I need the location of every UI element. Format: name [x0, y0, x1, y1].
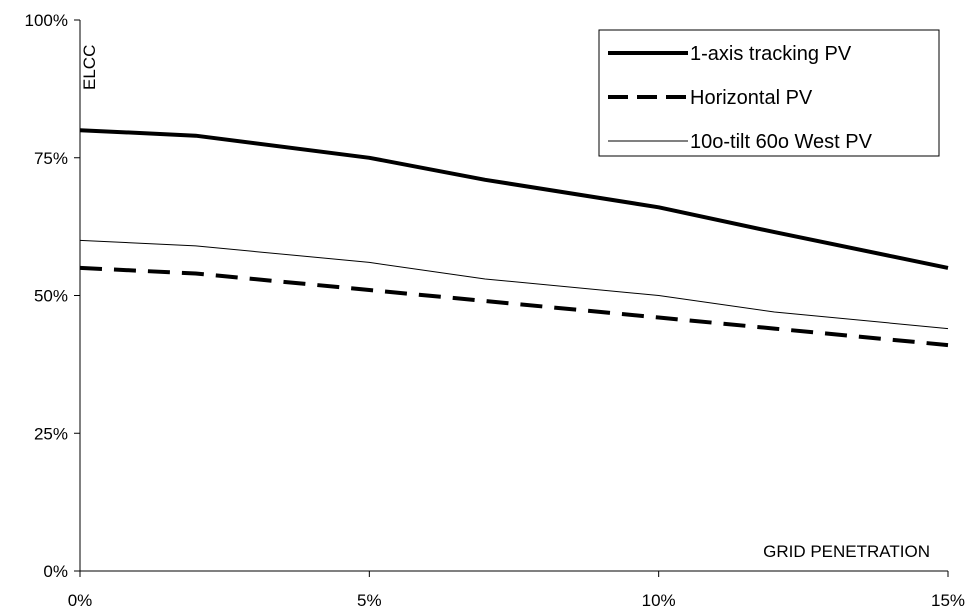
y-axis-ticks: 0% 25% 50% 75% 100% — [25, 11, 80, 581]
legend-label-tilt-west: 10o-tilt 60o West PV — [690, 131, 873, 153]
x-tick-label: 5% — [357, 591, 382, 610]
series-line-horizontal-pv — [79, 265, 949, 348]
x-tick-label: 10% — [642, 591, 676, 610]
legend: 1-axis tracking PV Horizontal PV 10o-til… — [598, 29, 940, 157]
x-tick-label: 15% — [931, 591, 965, 610]
y-tick-label: 75% — [34, 149, 68, 168]
series-line-10o-tilt-60o-west-pv — [79, 239, 949, 330]
legend-label-horizontal: Horizontal PV — [690, 87, 813, 109]
y-tick-label: 50% — [34, 287, 68, 306]
y-tick-label: 0% — [43, 562, 68, 581]
x-axis-title: GRID PENETRATION — [763, 542, 930, 561]
y-axis-title: ELCC — [80, 45, 99, 90]
series-line-1-axis-tracking-pv — [79, 128, 949, 270]
x-tick-label: 0% — [68, 591, 93, 610]
y-tick-label: 100% — [25, 11, 68, 30]
legend-label-1-axis-tracking: 1-axis tracking PV — [690, 43, 852, 65]
x-axis-ticks: 0% 5% 10% 15% — [68, 571, 965, 610]
plot-series — [79, 128, 949, 348]
y-tick-label: 25% — [34, 424, 68, 443]
